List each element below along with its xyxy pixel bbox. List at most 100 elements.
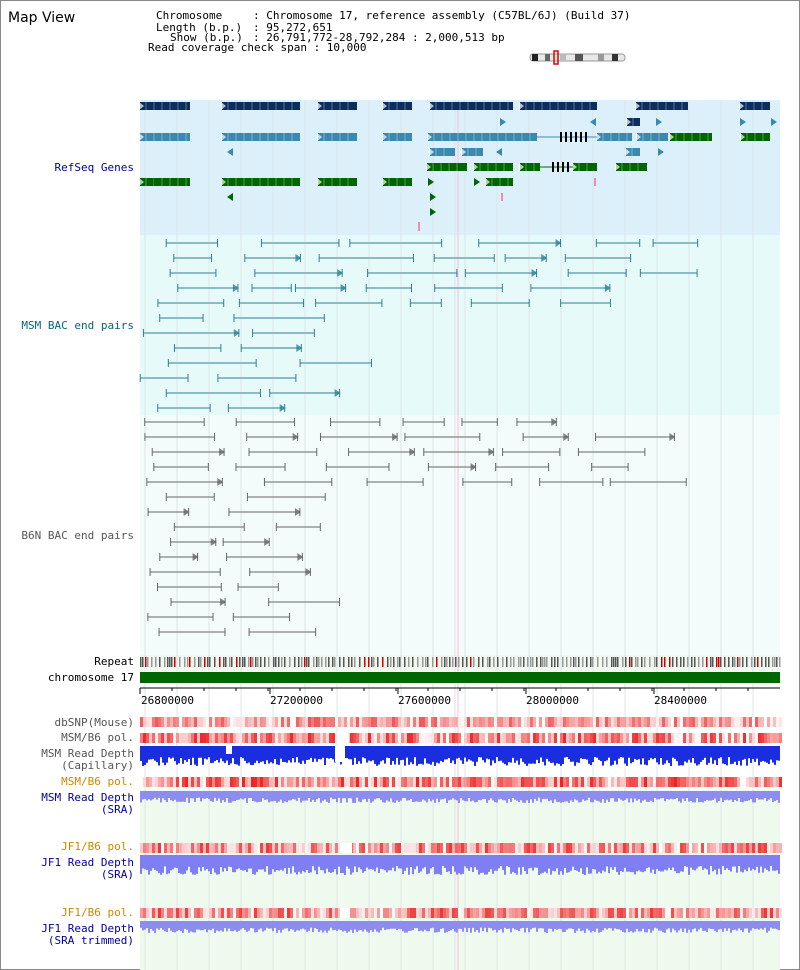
heatmap-cell: [161, 733, 164, 743]
track-label-jf1-depth-trim-1[interactable]: JF1 Read Depth: [41, 922, 134, 935]
read-depth-bar: [414, 791, 416, 802]
read-depth-bar: [726, 746, 728, 766]
heatmap-cell: [437, 843, 440, 853]
read-depth-bar: [760, 791, 762, 800]
heatmap-cell: [746, 777, 749, 787]
heatmap-cell: [674, 777, 677, 787]
track-label-refseq[interactable]: RefSeq Genes: [54, 161, 134, 174]
heatmap-cell: [512, 908, 515, 918]
heatmap-cell: [473, 717, 476, 727]
read-depth-bar: [486, 855, 488, 875]
heatmap-cell: [608, 843, 611, 853]
track-label-chromosome[interactable]: chromosome 17: [47, 671, 134, 684]
read-depth-bar: [260, 791, 262, 802]
heatmap-cell: [365, 777, 368, 787]
heatmap-cell: [314, 777, 317, 787]
heatmap-cell: [593, 733, 596, 743]
read-depth-bar: [502, 855, 504, 870]
read-depth-bar: [544, 791, 546, 800]
read-depth-bar: [550, 855, 552, 875]
heatmap-cell: [686, 843, 689, 853]
refseq-gene: [741, 133, 770, 141]
read-depth-bar: [532, 855, 534, 871]
heatmap-cell: [170, 777, 173, 787]
read-depth-bar: [718, 746, 720, 759]
read-depth-bar: [432, 746, 434, 762]
read-depth-bar: [604, 791, 606, 803]
read-depth-bar: [462, 791, 464, 801]
repeat-element: [427, 657, 429, 667]
read-depth-bar: [614, 791, 616, 802]
heatmap-cell: [170, 733, 173, 743]
heatmap-cell: [179, 843, 182, 853]
repeat-element: [441, 657, 443, 667]
heatmap-cell: [728, 717, 731, 727]
read-depth-bar: [436, 855, 438, 874]
track-label-msm-depth-sra-1[interactable]: MSM Read Depth: [41, 791, 134, 804]
heatmap-cell: [380, 843, 383, 853]
read-depth-bar: [654, 921, 656, 928]
heatmap-cell: [239, 908, 242, 918]
read-depth-bar: [352, 791, 354, 803]
read-depth-bar: [624, 855, 626, 868]
heatmap-cell: [398, 733, 401, 743]
repeat-element: [691, 657, 693, 667]
read-depth-bar: [440, 855, 442, 875]
read-depth-bar: [564, 921, 566, 932]
read-depth-bar: [208, 855, 210, 872]
read-depth-bar: [242, 921, 244, 929]
read-depth-bar: [368, 855, 370, 870]
read-depth-bar: [690, 746, 692, 763]
gene-strand-arrow: [382, 133, 387, 141]
track-label-dbsnp[interactable]: dbSNP(Mouse): [54, 716, 134, 729]
heatmap-cell: [704, 777, 707, 787]
b6n-bac-arrow: [210, 538, 217, 546]
repeat-element: [231, 657, 233, 667]
read-depth-bar: [660, 791, 662, 799]
read-depth-bar: [452, 791, 454, 799]
read-depth-bar: [626, 921, 628, 929]
read-depth-bar: [260, 855, 262, 870]
read-depth-bar: [336, 921, 338, 932]
repeat-element: [544, 657, 546, 667]
track-label-b6n-bac[interactable]: B6N BAC end pairs: [21, 529, 134, 542]
track-label-jf1-b6-pol-2[interactable]: JF1/B6 pol.: [61, 906, 134, 919]
read-depth-bar: [646, 791, 648, 802]
track-label-jf1-b6-pol-1[interactable]: JF1/B6 pol.: [61, 840, 134, 853]
track-label-msm-bac[interactable]: MSM BAC end pairs: [21, 319, 134, 332]
read-depth-bar: [162, 746, 164, 763]
heatmap-cell: [194, 777, 197, 787]
heatmap-cell: [731, 843, 734, 853]
chromosome-key: Chromosome: [156, 9, 223, 22]
heatmap-cell: [692, 777, 695, 787]
track-label-msm-depth-cap-1[interactable]: MSM Read Depth: [41, 747, 134, 760]
heatmap-cell: [245, 777, 248, 787]
read-depth-bar: [680, 746, 682, 766]
read-depth-bar: [258, 746, 260, 764]
read-depth-bar: [574, 921, 576, 933]
read-depth-bar: [704, 746, 706, 758]
read-depth-bar: [188, 855, 190, 867]
heatmap-cell: [272, 908, 275, 918]
heatmap-cell: [230, 717, 233, 727]
track-label-msm-b6-pol-2[interactable]: MSM/B6 pol.: [61, 775, 134, 788]
read-depth-bar: [600, 921, 602, 932]
heatmap-cell: [224, 717, 227, 727]
read-depth-bar: [530, 791, 532, 800]
heatmap-cell: [272, 777, 275, 787]
track-label-repeat[interactable]: Repeat: [94, 655, 134, 668]
read-depth-bar: [508, 855, 510, 868]
repeat-element: [260, 657, 262, 667]
read-depth-bar: [758, 791, 760, 800]
heatmap-cell: [293, 843, 296, 853]
heatmap-cell: [758, 777, 761, 787]
repeat-element: [449, 657, 451, 667]
read-depth-bar: [162, 791, 164, 799]
track-label-jf1-depth-sra-1[interactable]: JF1 Read Depth: [41, 856, 134, 869]
read-depth-bar: [658, 746, 660, 765]
read-depth-bar: [612, 746, 614, 765]
track-label-msm-b6-pol-1[interactable]: MSM/B6 pol.: [61, 731, 134, 744]
read-depth-bar: [152, 921, 154, 931]
